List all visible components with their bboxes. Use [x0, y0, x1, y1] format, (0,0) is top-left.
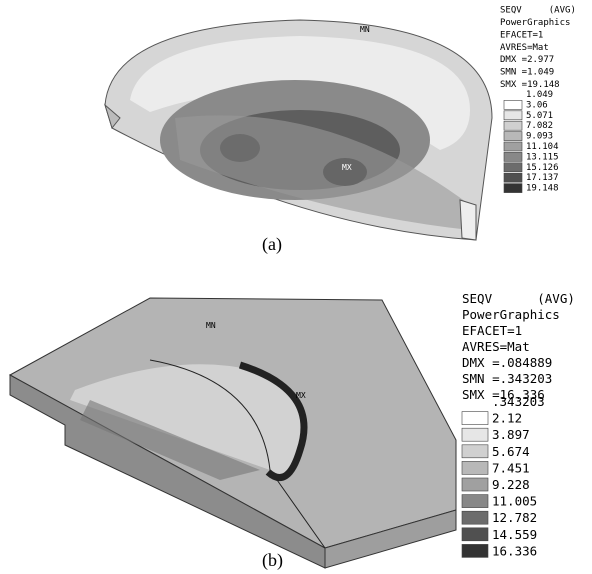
max-label: MX	[296, 391, 306, 400]
legend-level: 9.093	[526, 132, 553, 142]
legend-swatch	[504, 173, 522, 182]
body: MN MX (a) MN MX (b) SEQV (AVG)PowerGraph…	[0, 0, 592, 574]
legend-swatch	[462, 528, 488, 541]
legend-swatch	[504, 111, 522, 120]
legend-level: 19.148	[526, 184, 559, 194]
legend-swatch	[504, 132, 522, 141]
legend-header: SMX =19.148	[500, 80, 560, 90]
legend-level: 3.897	[492, 427, 530, 442]
legend-header: DMX =.084889	[462, 355, 552, 370]
min-label: MN	[360, 25, 370, 34]
legend-header: SEQV (AVG)	[462, 291, 575, 306]
legend-level: 13.115	[526, 152, 559, 162]
legend-level: 17.137	[526, 173, 559, 183]
legend-swatch	[504, 163, 522, 172]
legend-level: 12.782	[492, 510, 537, 525]
legend-header: DMX =2.977	[500, 55, 554, 65]
legend-header: SEQV (AVG)	[500, 6, 576, 16]
min-label: MN	[206, 321, 216, 330]
legend-swatch	[504, 121, 522, 130]
figure: MN MX (a) MN MX (b) SEQV (AVG)PowerGraph…	[0, 0, 592, 574]
legend-level: 16.336	[492, 543, 537, 558]
legend-level: 15.126	[526, 163, 559, 173]
legend-swatch	[462, 461, 488, 474]
model-a	[105, 20, 492, 240]
legend-swatch	[504, 184, 522, 193]
legend-header: SMN =1.049	[500, 68, 554, 78]
legend-header: AVRES=Mat	[500, 43, 549, 53]
legend-header: PowerGraphics	[462, 307, 560, 322]
legend-header: EFACET=1	[462, 323, 522, 338]
legend-level: 5.071	[526, 111, 553, 121]
legend-level: 1.049	[526, 90, 553, 100]
legend-swatch	[462, 544, 488, 557]
legend-level: 11.104	[526, 142, 559, 152]
legend-swatch	[462, 428, 488, 441]
legend-header: AVRES=Mat	[462, 339, 530, 354]
legend-swatch	[462, 478, 488, 491]
page: SEQV figure {"panels": [ {"caption": "(a…	[0, 0, 592, 574]
model-b	[10, 298, 456, 568]
legend-level: 3.06	[526, 100, 548, 110]
legend-level: 9.228	[492, 477, 530, 492]
legend-swatch	[462, 495, 488, 508]
legend-swatch	[462, 511, 488, 524]
legend-level: 7.451	[492, 460, 530, 475]
legend-header: SMN =.343203	[462, 371, 552, 386]
legend-header: PowerGraphics	[500, 18, 570, 28]
legend-swatch	[504, 142, 522, 151]
legend-level: 7.082	[526, 121, 553, 131]
caption: (b)	[262, 550, 283, 571]
legend-level: 2.12	[492, 411, 522, 426]
legend-level: .343203	[492, 394, 545, 409]
legend-swatch	[462, 445, 488, 458]
legend-level: 5.674	[492, 444, 530, 459]
legend-swatch	[504, 152, 522, 161]
legend-swatch	[504, 100, 522, 109]
legend-swatch	[462, 412, 488, 425]
caption: (a)	[262, 234, 282, 255]
legend-header: EFACET=1	[500, 30, 543, 40]
legend-level: 14.559	[492, 527, 537, 542]
max-label: MX	[342, 163, 352, 172]
legend-level: 11.005	[492, 494, 537, 509]
